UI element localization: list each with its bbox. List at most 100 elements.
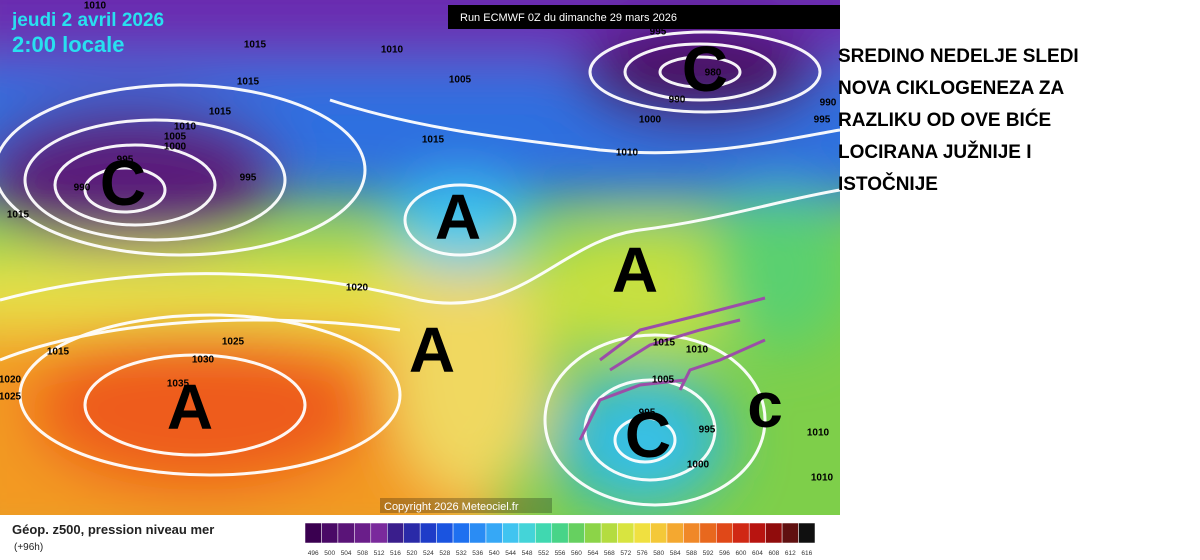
scale-swatch bbox=[502, 522, 520, 544]
scale-label: 600 bbox=[736, 550, 747, 557]
annotation-line: RAZLIKU OD OVE BIĆE bbox=[838, 109, 1051, 131]
scale-swatch bbox=[781, 522, 799, 544]
scale-label: 596 bbox=[719, 550, 730, 557]
scale-label: 588 bbox=[686, 550, 697, 557]
isobar-label: 1010 bbox=[381, 45, 404, 56]
isobar-label: 990 bbox=[74, 183, 91, 194]
isobar-label: 1015 bbox=[237, 77, 260, 88]
annotation-line: ISTOČNIJE bbox=[838, 173, 938, 195]
scale-swatch bbox=[567, 522, 585, 544]
scale-swatch bbox=[452, 522, 470, 544]
isobar-label: 1020 bbox=[0, 375, 22, 386]
scale-label: 584 bbox=[670, 550, 681, 557]
isobar-label: 1015 bbox=[7, 210, 30, 221]
isobar-label: 1015 bbox=[653, 338, 676, 349]
isobar bbox=[0, 83, 367, 257]
field-patch bbox=[0, 250, 440, 330]
scale-label: 568 bbox=[604, 550, 615, 557]
isobar-label: 1015 bbox=[422, 135, 445, 146]
run-banner bbox=[448, 5, 840, 29]
isobar bbox=[53, 143, 217, 227]
isobar-label: 1005 bbox=[652, 375, 675, 386]
annotation-line: SREDINO NEDELJE SLEDI bbox=[838, 46, 1079, 67]
scale-swatch bbox=[518, 522, 536, 544]
scale-swatch bbox=[436, 522, 454, 544]
scale-swatch bbox=[716, 522, 733, 544]
isobar-label: 1030 bbox=[192, 355, 215, 366]
scale-swatch bbox=[600, 522, 618, 544]
scale-swatch bbox=[798, 522, 816, 544]
scale-swatch bbox=[748, 522, 766, 544]
scale-label: 580 bbox=[653, 550, 664, 557]
isobar-label: 995 bbox=[814, 115, 831, 126]
pressure-letter: c bbox=[747, 369, 783, 441]
scale-swatch bbox=[354, 522, 372, 544]
scale-label: 544 bbox=[505, 550, 516, 557]
field-patch bbox=[390, 240, 550, 500]
isobar-label: 990 bbox=[669, 95, 686, 106]
scale-label: 520 bbox=[407, 550, 418, 557]
isobar-label: 1015 bbox=[209, 107, 232, 118]
annotation-line: LOCIRANA JUŽNIJE I bbox=[838, 141, 1032, 163]
isobar-label: 1020 bbox=[346, 283, 369, 294]
pressure-letter: C bbox=[100, 147, 146, 219]
isobar-label: 1000 bbox=[687, 460, 710, 471]
isobar bbox=[658, 55, 742, 89]
scale-swatch bbox=[765, 522, 783, 544]
isobar-label: 1010 bbox=[174, 122, 197, 133]
isobar bbox=[588, 30, 822, 114]
copyright-box bbox=[380, 498, 552, 513]
isobar-label: 1015 bbox=[244, 40, 267, 51]
isobar-label: 1005 bbox=[449, 75, 472, 86]
scale-label: 592 bbox=[703, 550, 714, 557]
pressure-letter: C bbox=[682, 33, 728, 105]
scale-swatch bbox=[304, 522, 322, 544]
scale-swatch bbox=[469, 522, 487, 544]
isobar-label: 1025 bbox=[222, 337, 245, 348]
isobar-label: 990 bbox=[820, 98, 837, 109]
scale-label: 508 bbox=[357, 550, 368, 557]
pressure-letter: A bbox=[612, 234, 658, 306]
scale-label: 604 bbox=[752, 550, 763, 557]
isobar-label: 995 bbox=[699, 425, 716, 436]
pressure-letter: C bbox=[625, 399, 671, 471]
isobar bbox=[0, 318, 401, 362]
scale-swatch bbox=[419, 522, 437, 544]
scale-label: 528 bbox=[439, 550, 450, 557]
scale-label: 516 bbox=[390, 550, 401, 557]
scale-label: 496 bbox=[308, 550, 319, 557]
pressure-letter: A bbox=[435, 181, 481, 253]
annotation-line: NOVA CIKLOGENEZA ZA bbox=[838, 78, 1065, 99]
scale-swatch bbox=[535, 522, 553, 544]
legend-title: Géop. z500, pression niveau mer bbox=[12, 522, 214, 537]
isobar-label: 1010 bbox=[686, 345, 709, 356]
scale-label: 540 bbox=[489, 550, 500, 557]
legend-lead: (+96h) bbox=[14, 542, 43, 553]
scale-label: 552 bbox=[538, 550, 549, 557]
weather-map: 1010 1015 1010 1005 995 980 990 990 995 1000 1015 1… bbox=[0, 0, 840, 515]
field-patch bbox=[580, 25, 820, 125]
scale-swatch bbox=[485, 522, 503, 544]
isobar-label: 980 bbox=[705, 68, 722, 79]
isobar bbox=[403, 183, 517, 257]
scale-label: 560 bbox=[571, 550, 582, 557]
copyright: Copyright 2026 Meteociel.fr bbox=[384, 501, 519, 513]
scale-swatch bbox=[633, 522, 651, 544]
scale-swatch bbox=[617, 522, 635, 544]
outline-region bbox=[578, 296, 766, 441]
isobar-label: 995 bbox=[240, 173, 257, 184]
isobar-label: 1035 bbox=[167, 379, 190, 390]
scale-label: 524 bbox=[423, 550, 434, 557]
scale-label: 512 bbox=[374, 550, 385, 557]
color-scale: 496 500 504 508 512 516 520 524 528 532 536 540 544 5… bbox=[304, 522, 816, 557]
scale-swatch bbox=[666, 522, 684, 544]
isobar bbox=[613, 416, 677, 464]
isobar-label: 1010 bbox=[811, 473, 834, 484]
isobar bbox=[543, 333, 767, 507]
scale-swatch bbox=[699, 522, 717, 544]
scale-label: 576 bbox=[637, 550, 648, 557]
scale-swatch bbox=[732, 522, 750, 544]
